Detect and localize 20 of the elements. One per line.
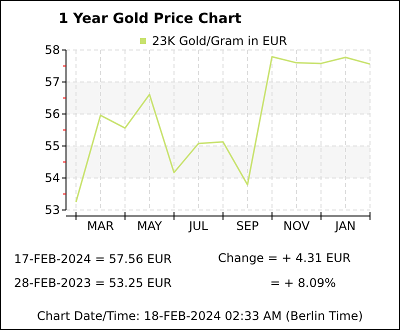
text: = + 8.09% <box>270 276 336 290</box>
y-tick-label: 56 <box>44 107 60 122</box>
x-tick-label: JAN <box>334 219 356 233</box>
y-tick-label: 55 <box>44 139 60 154</box>
text: Change = + 4.31 EUR <box>218 251 351 265</box>
y-tick-label: 54 <box>44 171 60 186</box>
x-tick-label: JUL <box>188 219 208 233</box>
x-tick-label: MAY <box>137 219 163 233</box>
x-tick-label: NOV <box>283 219 310 233</box>
y-tick-label: 58 <box>44 43 60 58</box>
text: 17-FEB-2024 = 57.56 EUR <box>14 252 172 266</box>
chart-title: 1 Year Gold Price Chart <box>58 11 242 27</box>
x-tick-label: MAR <box>87 219 114 233</box>
text: Chart Date/Time: 18-FEB-2024 02:33 AM (Berlin Time) <box>37 309 363 323</box>
y-tick-label: 53 <box>44 203 60 218</box>
x-tick-label: SEP <box>236 219 259 233</box>
legend-label: 23K Gold/Gram in EUR <box>152 34 288 48</box>
line-series <box>75 56 371 203</box>
y-tick-label: 57 <box>44 75 60 90</box>
text: 28-FEB-2023 = 53.25 EUR <box>14 276 172 290</box>
